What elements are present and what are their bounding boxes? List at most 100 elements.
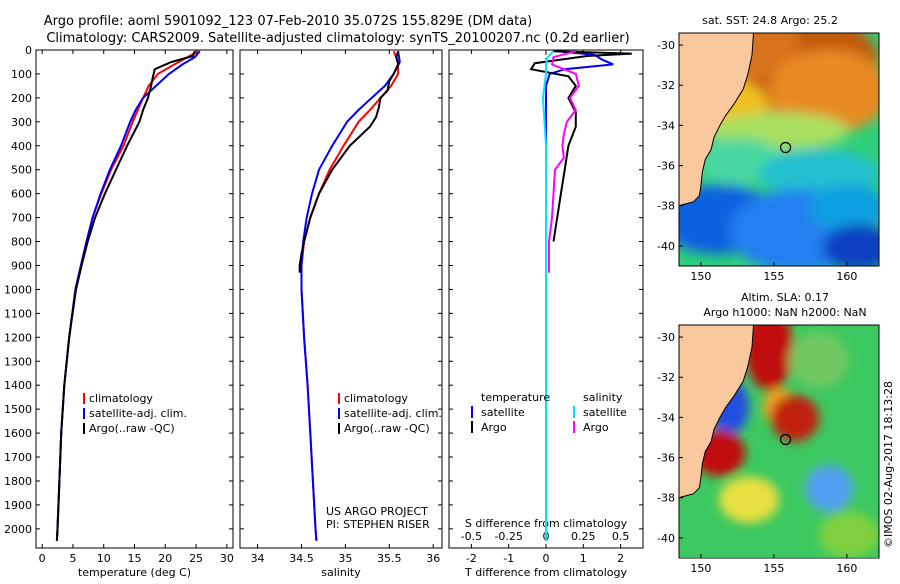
axes-frame (35, 49, 234, 549)
depth-tick-label: 1400 (4, 379, 32, 392)
lon-tick-label: 155 (763, 270, 784, 283)
credit-text: ©IMOS 02-Aug-2017 18:13:28 (882, 381, 895, 548)
x-tick-label: -1 (503, 552, 514, 565)
difference-panel: -2 -1 0 1 2T difference from climatology -0.5… (448, 49, 644, 579)
depth-tick-label: 500 (11, 164, 32, 177)
series-line-salinity-satellite (541, 50, 555, 541)
legend-t-argo-label: Argo (481, 421, 507, 434)
lat-tick-label: -40 (657, 532, 675, 545)
top-x-tick-label: 0.5 (612, 530, 630, 543)
map-field (679, 33, 879, 266)
project-annotation: US ARGO PROJECT (326, 505, 428, 518)
top-x-tick-label: 0.25 (571, 530, 596, 543)
figure-title-line1: Argo profile: aoml 5901092_123 07-Feb-20… (44, 14, 533, 29)
map-blob (823, 224, 879, 266)
x-tick-label: 35.5 (377, 552, 402, 565)
figure-title-line2: Climatology: CARS2009. Satellite-adjuste… (46, 31, 629, 46)
x-axis-label: salinity (321, 566, 361, 579)
salinity-panel: 34 34.5 35 35.5 36 salinity (239, 49, 443, 579)
difference-legend: temperature satellite Argo salinity sate… (471, 391, 627, 434)
legend-satellite-label: satellite-adj. clim. (344, 407, 442, 420)
depth-tick-label: 1500 (4, 403, 32, 416)
depth-tick-label: 2000 (4, 523, 32, 536)
x-tick-label: 35 (338, 552, 352, 565)
argo-position-marker (779, 141, 792, 154)
map-blob (771, 394, 819, 442)
x-tick-label: 20 (158, 552, 172, 565)
lon-tick-label: 150 (690, 270, 711, 283)
legend-temperature-heading: temperature (481, 391, 550, 404)
lat-tick-label: -34 (657, 119, 675, 132)
lat-tick-label: -32 (657, 79, 675, 92)
sla-map-title-line2: Argo h1000: NaN h2000: NaN (703, 306, 866, 319)
depth-tick-label: 900 (11, 259, 32, 272)
depth-tick-label: 1000 (4, 283, 32, 296)
legend-salinity-heading: salinity (583, 391, 623, 404)
x-axis-label: temperature (deg C) (78, 566, 191, 579)
map-blob (769, 49, 879, 134)
depth-tick-label: 1900 (4, 499, 32, 512)
lon-tick-label: 150 (690, 562, 711, 575)
x-axis-label: T difference from climatology (464, 566, 627, 579)
sst-map: 150 155 160 -30 -32 -34 -36 -38 -40 (657, 32, 880, 283)
map-blob (819, 511, 879, 557)
map-blob (719, 476, 779, 524)
lon-tick-label: 160 (836, 270, 857, 283)
depth-tick-label: 1700 (4, 451, 32, 464)
depth-tick-label: 300 (11, 116, 32, 129)
x-tick-label: 34 (251, 552, 265, 565)
series-group (298, 50, 401, 541)
top-x-tick-label: -0.25 (494, 530, 522, 543)
map-blob (805, 464, 853, 512)
pi-annotation: PI: STEPHEN RISER (326, 518, 430, 531)
lat-tick-label: -40 (657, 240, 675, 253)
land-mass (679, 33, 755, 207)
series-line-salinity-argo (548, 50, 580, 273)
sla-map: 150 155 160 -30 -32 -34 -36 -38 -40 (657, 324, 880, 575)
lat-tick-label: -30 (657, 331, 675, 344)
lon-tick-label: 155 (763, 562, 784, 575)
lat-tick-label: -32 (657, 371, 675, 384)
map-frame (678, 32, 880, 267)
legend-climatology-label: climatology (344, 392, 408, 405)
x-tick-label: 0 (39, 552, 46, 565)
series-group (529, 50, 632, 541)
legend-s-argo-label: Argo (583, 421, 609, 434)
map-field (679, 325, 879, 557)
series-line-argo-raw-qc- (298, 50, 400, 273)
series-group (55, 50, 201, 541)
map-blob (809, 184, 879, 232)
lat-tick-label: -36 (657, 452, 675, 465)
map-blobs (693, 325, 879, 557)
sla-map-title-line1: Altim. SLA: 0.17 (741, 291, 829, 304)
x-tick-label: -2 (466, 552, 477, 565)
depth-tick-label: 400 (11, 140, 32, 153)
x-tick-label: 25 (189, 552, 203, 565)
lat-tick-label: -36 (657, 160, 675, 173)
map-frame (678, 324, 880, 559)
x-tick-label: 5 (69, 552, 76, 565)
map-blob (745, 325, 793, 391)
depth-tick-label: 0 (25, 44, 32, 57)
salinity-legend: climatology satellite-adj. clim. Argo(..… (326, 392, 442, 531)
depth-tick-label: 1100 (4, 307, 32, 320)
map-blob (789, 331, 849, 388)
temperature-panel: 0100200300400500600700800900100011001200… (4, 44, 234, 579)
legend-t-satellite-label: satellite (481, 406, 525, 419)
sst-map-title: sat. SST: 24.8 Argo: 25.2 (702, 14, 838, 27)
depth-tick-label: 1300 (4, 355, 32, 368)
series-line-temperature-argo (529, 50, 632, 242)
depth-tick-label: 200 (11, 92, 32, 105)
x-tick-label: 2 (617, 552, 624, 565)
land-mass (679, 325, 755, 499)
lat-tick-label: -38 (657, 492, 675, 505)
lat-tick-label: -34 (657, 411, 675, 424)
depth-tick-label: 800 (11, 236, 32, 249)
x-tick-label: 10 (97, 552, 111, 565)
lat-tick-label: -30 (657, 39, 675, 52)
depth-tick-label: 1800 (4, 475, 32, 488)
axes-frame (239, 49, 443, 549)
x-tick-label: 34.5 (289, 552, 314, 565)
depth-tick-label: 1600 (4, 427, 32, 440)
